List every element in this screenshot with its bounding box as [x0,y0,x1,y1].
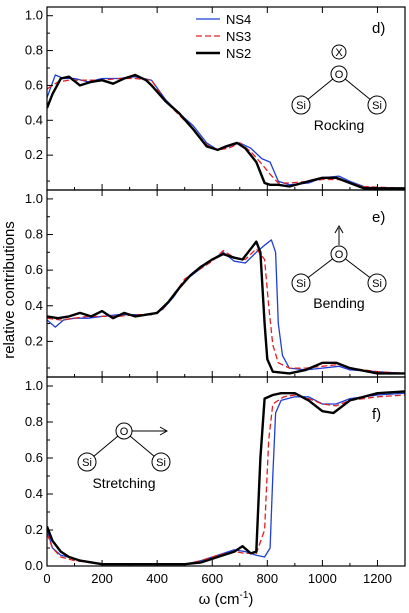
series-line-ns3 [47,77,405,189]
arrow-head-icon [334,224,344,234]
y-tick-label: 1.0 [25,191,43,206]
silicon-atom [291,273,311,293]
series-line-ns2 [47,390,405,566]
silicon-atom [77,452,97,472]
silicon-label: Si [296,100,306,112]
panel-frame [46,376,406,567]
panel-tag: f) [372,406,381,423]
rocking-icon [331,44,347,60]
x-tick-label: 0 [43,571,50,586]
legend: NS4 NS3 NS2 [196,12,251,61]
oxygen-atom [330,245,348,263]
y-tick-label: 0.2 [25,147,43,162]
legend-label-ns3: NS3 [226,29,251,44]
y-tick-label: 0.8 [25,43,43,58]
y-tick-label: 1.0 [25,378,43,393]
y-tick-label: 0.8 [25,227,43,242]
series-line-ns2 [47,240,405,375]
panel-tag: d) [372,20,385,37]
y-tick-label: 1.0 [25,8,43,23]
series-line-ns2 [47,73,405,190]
x-tick-label: 400 [146,571,168,586]
mode-caption: Rocking [314,117,365,133]
x-tick-label: 200 [91,571,113,586]
rocking-symbol: X [335,47,343,59]
silicon-label: Si [82,457,92,469]
y-tick-label: 0.6 [25,77,43,92]
silicon-label: Si [156,457,166,469]
oxygen-label: O [120,426,129,438]
silicon-atom [151,452,171,472]
panel-d: 0.2 0.4 0.6 0.8 1.0 d) [25,6,406,191]
y-tick-label: 0.2 [25,333,43,348]
mode-caption: Stretching [92,475,155,491]
y-tick-label: 0.4 [25,298,43,313]
panel-frame [46,189,406,378]
molecule-diagram-rocking: O Si Si Rocking X [291,44,387,133]
y-tick-label: 0.6 [25,450,43,465]
y-tick-label: 0.8 [25,414,43,429]
y-tick-label: 0.6 [25,262,43,277]
oxygen-atom [330,65,348,83]
molecule-diagram-bending: O Si Si Bending [291,224,387,311]
silicon-label: Si [296,278,306,290]
x-tick-label: 1200 [363,571,392,586]
panel-tag: e) [372,209,385,226]
x-tick-label: 800 [256,571,278,586]
x-tick-label: 600 [201,571,223,586]
silicon-label: Si [372,100,382,112]
silicon-label: Si [372,278,382,290]
y-tick-label: 0.0 [25,558,43,573]
oxygen-label: O [335,249,344,261]
oxygen-label: O [335,69,344,81]
silicon-atom [367,95,387,115]
legend-label-ns2: NS2 [226,46,251,61]
x-axis-title: ω (cm-1) [199,590,254,608]
silicon-atom [291,95,311,115]
mode-caption: Bending [313,295,364,311]
panel-e: 0.2 0.4 0.6 0.8 1.0 e) [25,180,406,378]
y-axis-title: relative contributions [1,221,18,359]
silicon-atom [367,273,387,293]
legend-label-ns4: NS4 [226,12,251,27]
arrow-head-icon [159,426,169,436]
x-tick-label: 1000 [308,571,337,586]
y-tick-label: 0.4 [25,112,43,127]
panel-f: 0.0 0.2 0.4 0.6 0.8 1.0 f) [25,367,406,573]
y-tick-label: 0.4 [25,486,43,501]
y-tick-label: 0.2 [25,522,43,537]
